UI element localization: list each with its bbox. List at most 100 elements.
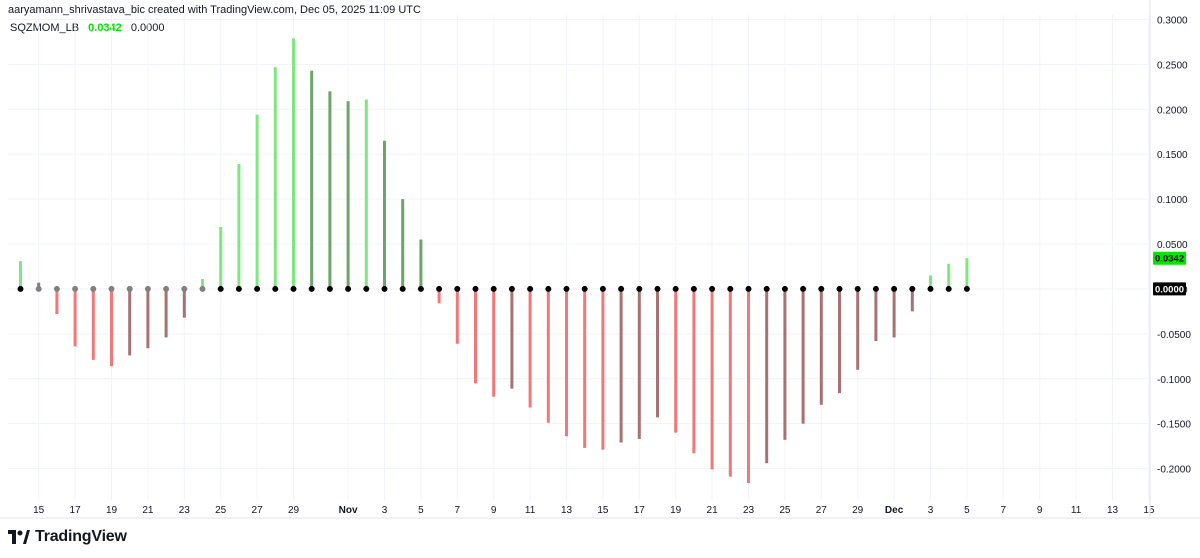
squeeze-dot: [854, 285, 861, 292]
y-tick-label: -0.2000: [1157, 465, 1191, 476]
momentum-bar: [692, 288, 696, 454]
squeeze-dot: [508, 285, 515, 292]
momentum-bar: [73, 288, 77, 347]
y-tick-label: 0.3000: [1157, 15, 1188, 26]
y-tick-label: -0.1500: [1157, 420, 1191, 431]
tradingview-logo-icon: [8, 530, 30, 544]
momentum-bar: [783, 288, 787, 440]
y-tick-label: 0.2000: [1157, 105, 1188, 116]
x-tick-label: Dec: [885, 505, 904, 516]
squeeze-dot: [53, 285, 60, 292]
price-label-bg: [1153, 282, 1186, 296]
momentum-bar: [255, 114, 259, 289]
squeeze-dot: [35, 285, 42, 292]
squeeze-dot: [891, 285, 898, 292]
squeeze-dot: [636, 285, 643, 292]
squeeze-dot: [836, 285, 843, 292]
price-label-bg: [1153, 251, 1186, 265]
momentum-bar: [328, 91, 332, 289]
momentum-bar: [219, 226, 223, 289]
tradingview-logo[interactable]: TradingView: [8, 528, 127, 546]
x-tick-label: 3: [928, 505, 934, 516]
x-tick-label: 21: [707, 505, 719, 516]
momentum-bar: [201, 279, 204, 289]
momentum-bar: [910, 288, 914, 312]
momentum-bar: [856, 288, 860, 370]
momentum-bar: [273, 67, 277, 289]
squeeze-dot: [217, 285, 224, 292]
squeeze-dot: [618, 285, 625, 292]
squeeze-dot: [308, 285, 315, 292]
momentum-bar: [37, 282, 41, 289]
squeeze-dot: [363, 285, 370, 292]
indicator-value-momentum: 0.0342: [88, 22, 122, 34]
x-tick-label: 23: [743, 505, 755, 516]
squeeze-dot: [527, 285, 534, 292]
squeeze-momentum-chart[interactable]: 0.3000 0.2500 0.2000 0.1500 0.1000 0.0500 0.00…: [0, 0, 1200, 520]
x-tick-label: 27: [252, 505, 264, 516]
momentum-bar: [874, 288, 878, 342]
momentum-bar: [801, 288, 805, 424]
momentum-bar: [565, 288, 568, 437]
squeeze-dot: [417, 285, 424, 292]
squeeze-dot: [909, 285, 916, 292]
squeeze-dot: [326, 285, 333, 292]
momentum-bar: [91, 288, 95, 360]
x-tick-label: 15: [1143, 505, 1155, 516]
momentum-bar: [601, 288, 605, 450]
squeeze-dot: [654, 285, 661, 292]
y-tick-label: -0.0500: [1157, 330, 1191, 341]
squeeze-dot: [727, 285, 734, 292]
squeeze-dot: [872, 285, 879, 292]
squeeze-dot: [126, 285, 133, 292]
momentum-bar: [364, 99, 368, 289]
price-label-text: 0.0000: [1155, 284, 1184, 295]
x-tick-label: 15: [33, 505, 45, 516]
momentum-bar: [292, 38, 295, 289]
momentum-bar: [819, 288, 823, 405]
squeeze-dot: [818, 285, 825, 292]
momentum-bar: [838, 288, 841, 394]
squeeze-dot: [345, 285, 352, 292]
x-tick-label: 29: [852, 505, 864, 516]
x-tick-label: 25: [215, 505, 227, 516]
squeeze-dot: [945, 285, 952, 292]
momentum-bar: [947, 263, 951, 289]
y-tick-label: 0.2500: [1157, 60, 1188, 71]
squeeze-dot: [199, 285, 206, 292]
momentum-bar: [747, 288, 750, 483]
momentum-bar: [619, 288, 623, 443]
momentum-bar: [528, 288, 532, 408]
x-tick-label: 19: [670, 505, 682, 516]
momentum-bar: [19, 261, 22, 289]
squeeze-dot: [672, 285, 679, 292]
momentum-bar: [656, 288, 659, 418]
y-tick-label: 0.1500: [1157, 150, 1188, 161]
squeeze-dot: [472, 285, 479, 292]
momentum-bar: [892, 288, 896, 338]
squeeze-dot: [181, 285, 188, 292]
squeeze-dot: [800, 285, 807, 292]
momentum-bar: [710, 288, 714, 470]
x-tick-label: 5: [964, 505, 970, 516]
attribution-text: aaryamann_shrivastava_bic created with T…: [8, 4, 421, 16]
y-tick-label: -0.1000: [1157, 375, 1191, 386]
momentum-bar: [510, 288, 514, 389]
squeeze-dot: [963, 285, 970, 292]
momentum-bar: [674, 288, 678, 433]
momentum-bar: [437, 288, 441, 304]
x-tick-label: 25: [779, 505, 791, 516]
y-tick-label: 0.1000: [1157, 195, 1188, 206]
x-tick-label: 7: [455, 505, 461, 516]
momentum-bar: [637, 288, 641, 439]
squeeze-dot: [545, 285, 552, 292]
squeeze-dot: [454, 285, 461, 292]
squeeze-dot: [144, 285, 151, 292]
momentum-bar: [383, 140, 386, 289]
squeeze-dot: [254, 285, 261, 292]
squeeze-dot: [399, 285, 406, 292]
momentum-bar: [728, 288, 732, 477]
x-tick-label: 21: [142, 505, 154, 516]
momentum-bar: [929, 275, 932, 289]
x-tick-label: 17: [70, 505, 82, 516]
